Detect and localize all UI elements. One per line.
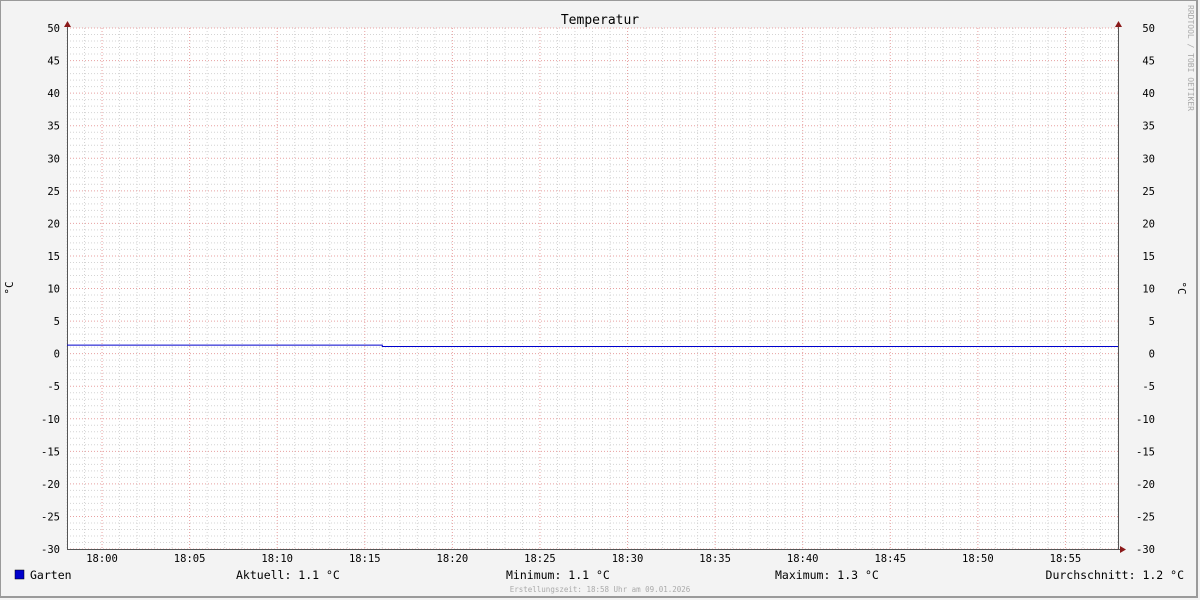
stat-average: Durchschnitt: 1.2 °C	[1046, 568, 1185, 582]
x-tick-label: 18:15	[349, 553, 381, 565]
y-tick-label-right: 45	[1142, 56, 1155, 68]
y-tick-label-right: 50	[1142, 23, 1155, 35]
x-axis-arrow-icon	[1120, 546, 1126, 553]
x-tick-label: 18:10	[261, 553, 293, 565]
y-tick-label-right: 30	[1142, 153, 1155, 165]
y-tick-label: 10	[47, 284, 60, 296]
y-tick-label: -25	[41, 511, 60, 523]
series-line-garten	[67, 344, 1118, 347]
y-tick-label-right: -30	[1136, 544, 1155, 556]
y-tick-label: -30	[41, 544, 60, 556]
y-tick-label: -20	[41, 479, 60, 491]
x-tick-label: 18:30	[612, 553, 644, 565]
y-tick-label: 45	[47, 56, 60, 68]
y-tick-label-right: 40	[1142, 88, 1155, 100]
y-axis-right-arrow-icon	[1115, 21, 1122, 27]
y-tick-label-right: -5	[1142, 381, 1155, 393]
x-tick-label: 18:35	[699, 553, 731, 565]
x-tick-label: 18:00	[86, 553, 118, 565]
y-tick-label-right: 25	[1142, 186, 1155, 198]
watermark: RRDTOOL / TOBI OETIKER	[1186, 5, 1195, 111]
y-axis-label: °C	[3, 281, 16, 294]
y-tick-label-right: 15	[1142, 251, 1155, 263]
x-tick-label: 18:45	[874, 553, 906, 565]
stat-current: Aktuell: 1.1 °C	[236, 568, 340, 582]
y-tick-label: 50	[47, 23, 60, 35]
y-tick-label-right: -15	[1136, 446, 1155, 458]
y-tick-label: 20	[47, 218, 60, 230]
stat-minimum: Minimum: 1.1 °C	[506, 568, 610, 582]
y-tick-label-right: -20	[1136, 479, 1155, 491]
y-axis-arrow-icon	[64, 21, 71, 27]
y-tick-label: -15	[41, 446, 60, 458]
y-tick-label-right: -25	[1136, 511, 1155, 523]
y-tick-label: 35	[47, 121, 60, 133]
y-tick-label: 40	[47, 88, 60, 100]
x-tick-label: 18:20	[437, 553, 469, 565]
y-tick-label-right: -10	[1136, 414, 1155, 426]
legend-label: Garten	[30, 568, 72, 582]
x-tick-label: 18:05	[174, 553, 206, 565]
y-axis-label-right: °C	[1175, 281, 1188, 294]
y-tick-label-right: 35	[1142, 121, 1155, 133]
y-tick-label-right: 10	[1142, 284, 1155, 296]
chart-title: Temperatur	[561, 13, 639, 28]
y-tick-label: 0	[54, 349, 60, 361]
y-tick-label-right: 0	[1149, 349, 1155, 361]
x-tick-label: 18:50	[962, 553, 994, 565]
stat-maximum: Maximum: 1.3 °C	[775, 568, 879, 582]
y-tick-label-right: 20	[1142, 218, 1155, 230]
y-tick-label-right: 5	[1149, 316, 1155, 328]
legend-swatch	[14, 569, 25, 580]
x-tick-label: 18:40	[787, 553, 819, 565]
y-tick-label: 30	[47, 153, 60, 165]
y-tick-label: 25	[47, 186, 60, 198]
x-tick-label: 18:55	[1050, 553, 1082, 565]
x-tick-label: 18:25	[524, 553, 556, 565]
y-tick-label: -5	[47, 381, 60, 393]
y-tick-label: 15	[47, 251, 60, 263]
footer-timestamp: Erstellungszeit: 18:58 Uhr am 09.01.2026	[510, 585, 691, 594]
y-tick-label: 5	[54, 316, 60, 328]
y-tick-label: -10	[41, 414, 60, 426]
